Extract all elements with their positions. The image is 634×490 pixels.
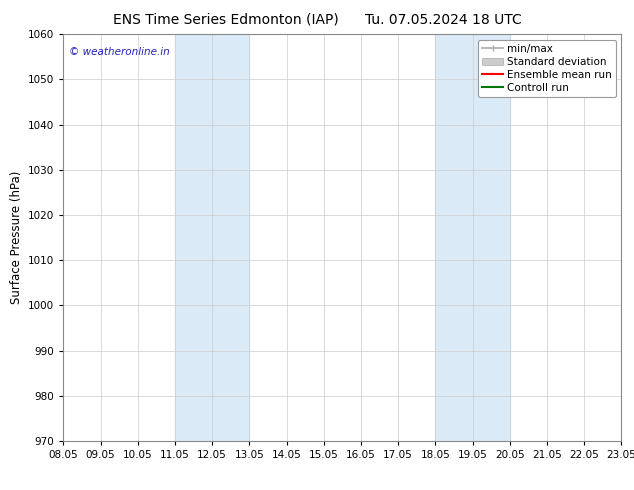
- Text: ENS Time Series Edmonton (IAP)      Tu. 07.05.2024 18 UTC: ENS Time Series Edmonton (IAP) Tu. 07.05…: [113, 12, 521, 26]
- Bar: [175, 34, 249, 441]
- Text: © weatheronline.in: © weatheronline.in: [69, 47, 170, 56]
- Bar: [436, 34, 510, 441]
- Y-axis label: Surface Pressure (hPa): Surface Pressure (hPa): [10, 171, 23, 304]
- Legend: min/max, Standard deviation, Ensemble mean run, Controll run: min/max, Standard deviation, Ensemble me…: [478, 40, 616, 97]
